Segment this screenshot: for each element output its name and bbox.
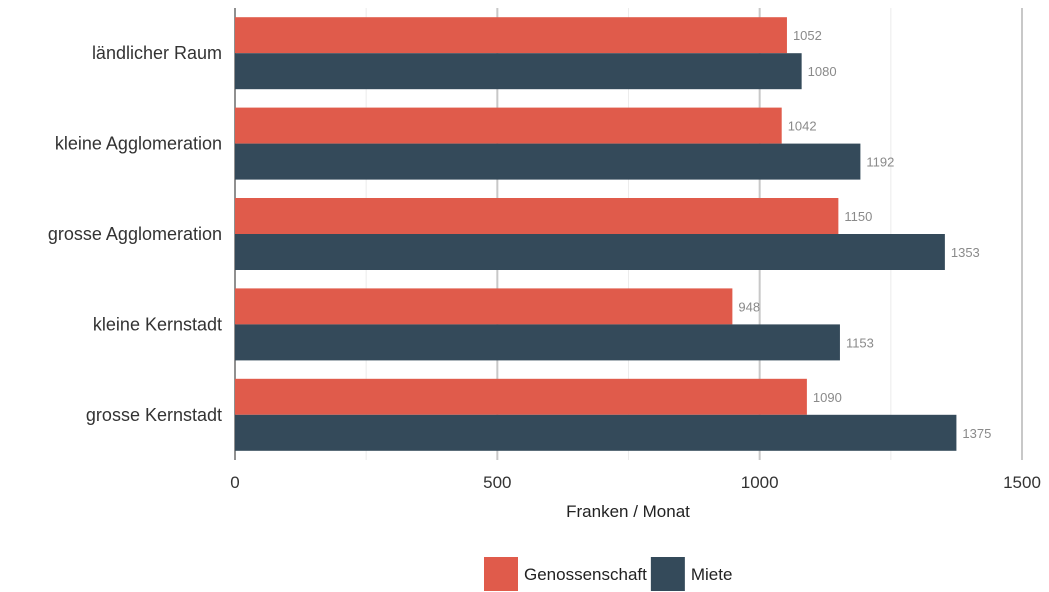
- category-labels: ländlicher Raum kleine Agglomeration gross…: [48, 43, 222, 425]
- x-axis-ticks: 0 500 1000 1500: [230, 473, 1041, 492]
- category-label: kleine Kernstadt: [93, 314, 222, 334]
- value-label: 948: [738, 299, 760, 314]
- x-axis-title: Franken / Monat: [566, 502, 690, 521]
- value-label: 1375: [962, 426, 991, 441]
- bar-genossenschaft: [235, 107, 782, 144]
- category-label: grosse Agglomeration: [48, 224, 222, 244]
- bar-miete: [235, 53, 802, 90]
- bar-miete: [235, 143, 861, 180]
- legend: Genossenschaft Miete: [484, 557, 732, 591]
- value-labels: 1052 1080 1042 1192 1150 1353 948 1153 1090 1375: [738, 28, 991, 441]
- x-tick-label: 0: [230, 473, 239, 492]
- bar-genossenschaft: [235, 288, 733, 325]
- legend-label: Miete: [691, 565, 733, 584]
- bar-miete: [235, 234, 945, 270]
- value-label: 1042: [788, 119, 817, 134]
- category-label: grosse Kernstadt: [86, 405, 222, 425]
- value-label: 1153: [846, 335, 874, 350]
- value-label: 1192: [866, 155, 894, 170]
- x-tick-label: 1500: [1003, 473, 1041, 492]
- bars: [235, 17, 957, 451]
- value-label: 1080: [808, 64, 837, 79]
- category-label: kleine Agglomeration: [55, 134, 222, 154]
- x-tick-label: 1000: [741, 473, 779, 492]
- bar-miete: [235, 324, 840, 361]
- x-tick-label: 500: [483, 473, 511, 492]
- value-label: 1150: [844, 209, 872, 224]
- value-label: 1353: [951, 245, 980, 260]
- bar-genossenschaft: [235, 17, 787, 54]
- bar-genossenschaft: [235, 378, 807, 415]
- category-label: ländlicher Raum: [92, 43, 222, 63]
- bar-genossenschaft: [235, 198, 839, 234]
- value-label: 1090: [813, 390, 842, 405]
- legend-swatch: [484, 557, 518, 591]
- bar-miete: [235, 414, 957, 451]
- legend-swatch: [650, 557, 685, 591]
- legend-label: Genossenschaft: [524, 565, 647, 584]
- value-label: 1052: [793, 28, 822, 43]
